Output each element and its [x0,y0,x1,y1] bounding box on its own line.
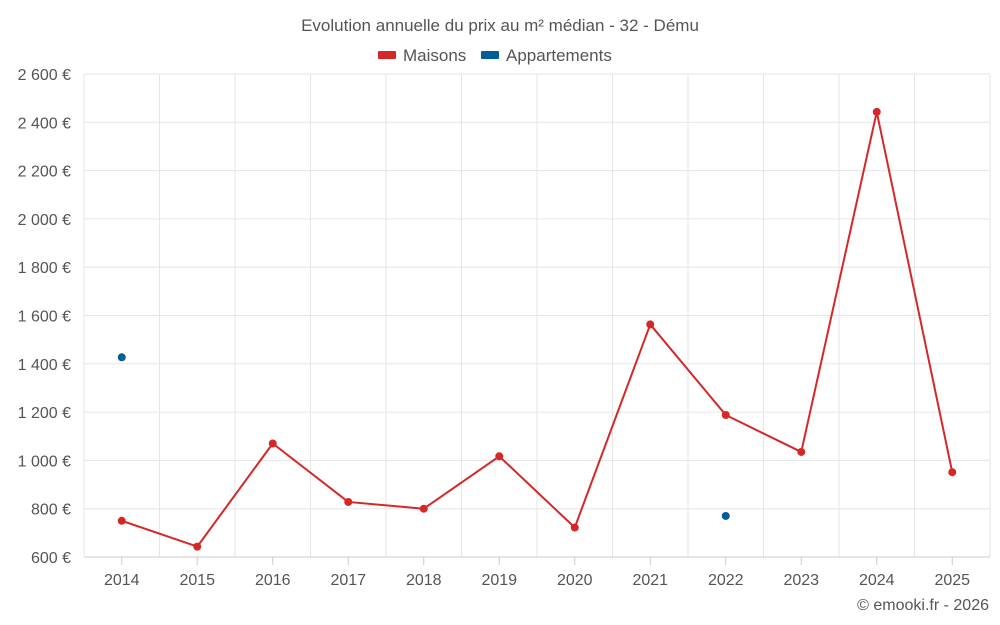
x-tick-label: 2020 [557,572,593,589]
x-axis: 2014 2015 2016 2017 2018 2019 2020 2021 2022 2023… [104,557,970,589]
y-tick-label: 800 € [31,502,71,519]
y-tick-label: 600 € [31,550,71,567]
y-tick-label: 2 200 € [18,164,71,181]
series-maisons [117,107,957,551]
data-point-appartements[interactable] [721,511,730,520]
legend-item-maisons[interactable]: Maisons [378,46,466,65]
data-point-maisons[interactable] [117,516,126,525]
y-tick-label: 1 400 € [18,357,71,374]
x-tick-label: 2017 [330,572,366,589]
data-point-maisons[interactable] [495,452,504,461]
legend-label-maisons: Maisons [403,46,466,65]
x-tick-label: 2016 [255,572,291,589]
data-point-appartements[interactable] [117,353,126,362]
data-point-maisons[interactable] [344,497,353,506]
x-grid [83,74,991,557]
legend: Maisons Appartements [378,46,612,65]
x-tick-label: 2024 [859,572,895,589]
credit-text: © emooki.fr - 2026 [857,597,989,614]
data-point-maisons[interactable] [419,504,428,513]
legend-label-appartements: Appartements [506,46,612,65]
x-tick-label: 2018 [406,572,442,589]
y-tick-label: 1 800 € [18,260,71,277]
x-tick-label: 2019 [481,572,517,589]
legend-item-appartements[interactable]: Appartements [481,46,612,65]
legend-swatch-appartements [481,51,499,59]
data-point-maisons[interactable] [193,542,202,551]
legend-swatch-maisons [378,51,396,59]
series-line-maisons [121,110,954,548]
data-point-maisons[interactable] [570,523,579,532]
chart-title: Evolution annuelle du prix au m² médian … [301,16,699,35]
series-appartements [117,353,730,520]
x-tick-label: 2023 [783,572,819,589]
x-tick-label: 2021 [632,572,668,589]
y-axis: 600 € 800 € 1 000 € 1 200 € 1 400 € 1 600 € 1 … [18,67,71,567]
x-tick-label: 2014 [104,572,140,589]
y-tick-label: 2 400 € [18,115,71,132]
data-point-maisons[interactable] [797,447,806,456]
data-point-maisons[interactable] [646,320,655,329]
y-tick-label: 1 600 € [18,309,71,326]
y-tick-label: 1 200 € [18,405,71,422]
x-tick-label: 2022 [708,572,744,589]
y-tick-label: 1 000 € [18,453,71,470]
data-point-maisons[interactable] [721,410,730,419]
x-tick-label: 2015 [179,572,215,589]
data-point-maisons[interactable] [872,107,881,116]
y-tick-label: 2 600 € [18,67,71,84]
x-tick-label: 2025 [934,572,970,589]
y-tick-label: 2 000 € [18,212,71,229]
data-point-maisons[interactable] [948,468,957,477]
plot-area [117,107,957,551]
data-point-maisons[interactable] [268,439,277,448]
